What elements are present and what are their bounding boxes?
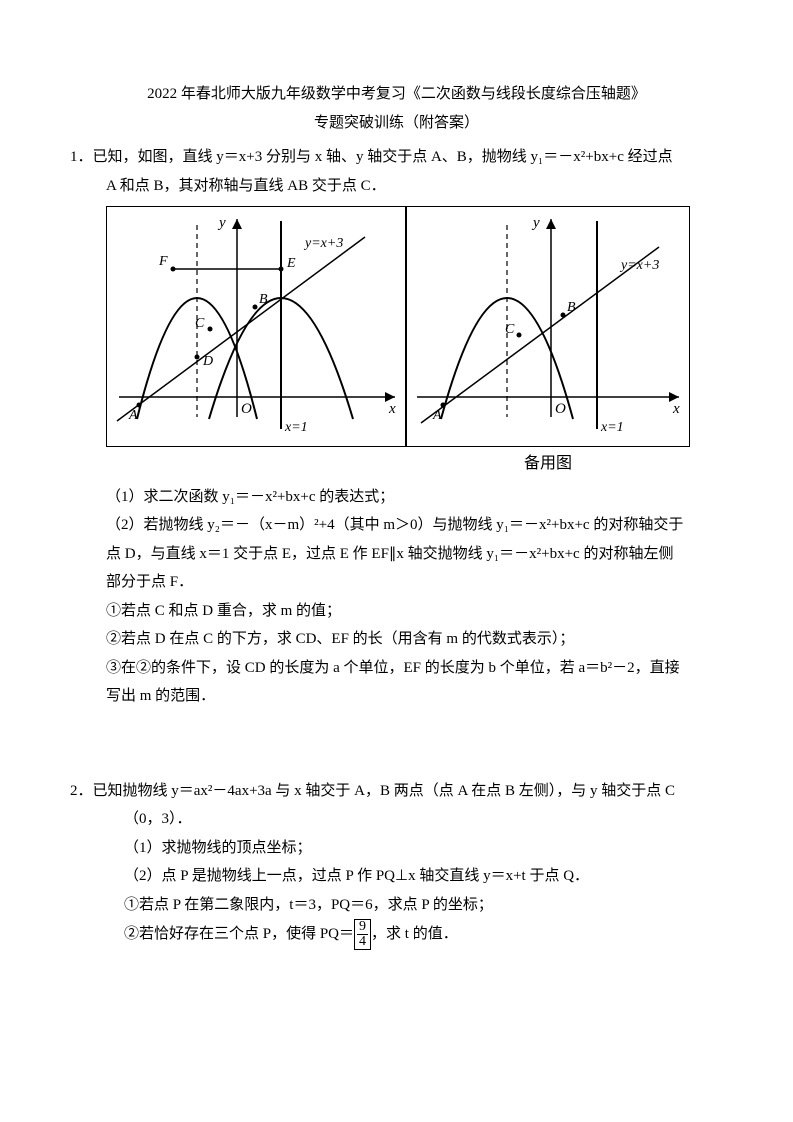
pt-D: D (202, 354, 213, 369)
doc-title-line1: 2022 年春北师大版九年级数学中考复习《二次函数与线段长度综合压轴题》 (70, 80, 723, 109)
pt-E: E (286, 256, 296, 271)
p2-intro-a: 2．已知抛物线 y＝ax²－4ax+3a 与 x 轴交于 A，B 两点（点 A … (70, 777, 723, 806)
axis-y-label-2: y (531, 215, 540, 231)
p2-intro-b: （0，3）． (70, 805, 723, 834)
frac-num: 9 (357, 920, 368, 935)
p2-s2: ②若恰好存在三个点 P，使得 PQ＝94，求 t 的值． (70, 919, 723, 950)
problem-2: 2．已知抛物线 y＝ax²－4ax+3a 与 x 轴交于 A，B 两点（点 A … (70, 777, 723, 951)
pt-C2: C (505, 322, 515, 337)
p2-s2-after: ，求 t 的值． (371, 926, 458, 942)
figure-2: x y O y=x+3 x=1 B C (406, 206, 690, 447)
p1-s3a: ③在②的条件下，设 CD 的长度为 a 个单位，EF 的长度为 b 个单位，若 … (70, 654, 723, 683)
problem-1: 1．已知，如图，直线 y＝x+3 分别与 x 轴、y 轴交于点 A、B，抛物线 … (70, 143, 723, 711)
axis-x-label-2: x (672, 401, 680, 417)
frac-den: 4 (357, 935, 368, 949)
pt-F: F (158, 254, 168, 269)
p1-s1: ①若点 C 和点 D 重合，求 m 的值； (70, 597, 723, 626)
spacer (70, 711, 723, 771)
p2-q2: （2）点 P 是抛物线上一点，过点 P 作 PQ⊥x 轴交直线 y＝x+t 于点… (70, 862, 723, 891)
p1-intro-a: 1．已知，如图，直线 y＝x+3 分别与 x 轴、y 轴交于点 A、B，抛物线 … (70, 143, 723, 172)
p2-s1: ①若点 P 在第二象限内，t＝3，PQ＝6，求点 P 的坐标； (70, 891, 723, 920)
figure-1-svg: x y O y=x+3 x=1 F (107, 207, 405, 435)
figure-2-caption: 备用图 (406, 449, 690, 479)
line-label-1: y=x+3 (303, 236, 343, 251)
doc-title-line2: 专题突破训练（附答案） (70, 109, 723, 138)
dashed-label-1: x=1 (284, 420, 308, 435)
p1-q2a: （2）若抛物线 y₂＝－（x－m）²+4（其中 m＞0）与抛物线 y₁＝－x²+… (70, 511, 723, 540)
figure-2-svg: x y O y=x+3 x=1 B C (407, 207, 689, 435)
p2-q1: （1）求抛物线的顶点坐标； (70, 834, 723, 863)
axis-y-label: y (217, 215, 226, 231)
axis-x-label: x (388, 401, 396, 417)
origin-label-2: O (555, 401, 566, 417)
p1-q2b: 点 D，与直线 x＝1 交于点 E，过点 E 作 EF∥x 轴交抛物线 y₁＝－… (70, 540, 723, 569)
p1-s2: ②若点 D 在点 C 的下方，求 CD、EF 的长（用含有 m 的代数式表示）； (70, 625, 723, 654)
p1-q2c: 部分于点 F． (70, 568, 723, 597)
line-label-2: y=x+3 (619, 258, 659, 273)
fraction-9-4: 94 (354, 919, 371, 950)
pt-B2: B (567, 300, 576, 315)
pt-B: B (259, 292, 268, 307)
figure-row: x y O y=x+3 x=1 F (106, 206, 723, 479)
pt-C: C (195, 316, 205, 331)
pt-A2: A (432, 408, 442, 423)
dashed-label-2: x=1 (600, 420, 624, 435)
origin-label: O (241, 401, 252, 417)
p1-s3b: 写出 m 的范围． (70, 682, 723, 711)
p2-s2-before: ②若恰好存在三个点 P，使得 PQ＝ (124, 926, 354, 942)
p1-intro-b: A 和点 B，其对称轴与直线 AB 交于点 C． (70, 172, 723, 201)
pt-A: A (128, 408, 138, 423)
p1-q1: （1）求二次函数 y₁＝－x²+bx+c 的表达式； (70, 483, 723, 512)
figure-1: x y O y=x+3 x=1 F (106, 206, 406, 447)
figure-2-wrap: x y O y=x+3 x=1 B C (406, 206, 690, 479)
